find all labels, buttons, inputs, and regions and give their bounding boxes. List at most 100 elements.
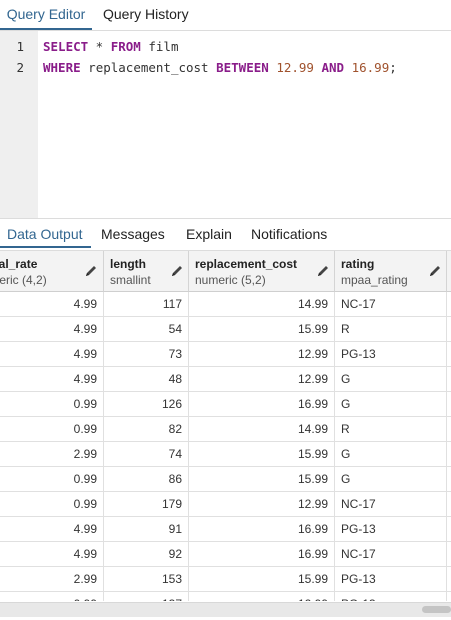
cell-replacement-cost[interactable]: 15.99: [189, 467, 335, 492]
cell-rental-rate[interactable]: 4.99: [0, 317, 104, 342]
cell-rental-rate[interactable]: 4.99: [0, 542, 104, 567]
cell-next[interactable]: [447, 517, 451, 542]
cell-rental-rate[interactable]: 4.99: [0, 367, 104, 392]
cell-rental-rate[interactable]: 4.99: [0, 517, 104, 542]
cell-next[interactable]: [447, 317, 451, 342]
table-row[interactable]: 2.99 74 15.99 G: [0, 442, 451, 467]
table-row[interactable]: 0.99 179 12.99 NC-17: [0, 492, 451, 517]
cell-rating[interactable]: G: [335, 442, 447, 467]
table-row[interactable]: 4.99 73 12.99 PG-13: [0, 342, 451, 367]
pencil-icon[interactable]: [84, 264, 98, 278]
pencil-icon[interactable]: [428, 264, 442, 278]
cell-next[interactable]: [447, 342, 451, 367]
cell-rating[interactable]: PG-13: [335, 342, 447, 367]
cell-length[interactable]: 137: [104, 592, 189, 601]
cell-length[interactable]: 92: [104, 542, 189, 567]
tab-messages[interactable]: Messages: [101, 226, 165, 242]
table-row[interactable]: 4.99 91 16.99 PG-13: [0, 517, 451, 542]
cell-rating[interactable]: R: [335, 317, 447, 342]
cell-rating[interactable]: NC-17: [335, 492, 447, 517]
cell-length[interactable]: 73: [104, 342, 189, 367]
table-row[interactable]: 4.99 92 16.99 NC-17: [0, 542, 451, 567]
cell-rental-rate[interactable]: 0.99: [0, 467, 104, 492]
cell-rental-rate[interactable]: 0.99: [0, 592, 104, 601]
cell-rental-rate[interactable]: 4.99: [0, 292, 104, 317]
cell-rating[interactable]: NC-17: [335, 292, 447, 317]
tab-explain[interactable]: Explain: [186, 226, 232, 242]
table-row[interactable]: 4.99 117 14.99 NC-17: [0, 292, 451, 317]
cell-next[interactable]: [447, 467, 451, 492]
cell-rating[interactable]: PG-13: [335, 592, 447, 601]
cell-replacement-cost[interactable]: 12.99: [189, 367, 335, 392]
cell-length[interactable]: 86: [104, 467, 189, 492]
cell-next[interactable]: [447, 367, 451, 392]
cell-rating[interactable]: G: [335, 467, 447, 492]
code-line-1[interactable]: SELECT * FROM film: [43, 39, 178, 54]
cell-rating[interactable]: G: [335, 392, 447, 417]
cell-rating[interactable]: PG-13: [335, 567, 447, 592]
cell-next[interactable]: [447, 442, 451, 467]
table-row[interactable]: 0.99 86 15.99 G: [0, 467, 451, 492]
cell-length[interactable]: 82: [104, 417, 189, 442]
tab-notifications[interactable]: Notifications: [251, 226, 328, 242]
cell-length[interactable]: 74: [104, 442, 189, 467]
cell-replacement-cost[interactable]: 16.99: [189, 542, 335, 567]
table-row[interactable]: 4.99 54 15.99 R: [0, 317, 451, 342]
table-row[interactable]: 0.99 82 14.99 R: [0, 417, 451, 442]
cell-replacement-cost[interactable]: 16.99: [189, 392, 335, 417]
cell-replacement-cost[interactable]: 15.99: [189, 567, 335, 592]
cell-rental-rate[interactable]: 2.99: [0, 442, 104, 467]
cell-rental-rate[interactable]: 2.99: [0, 567, 104, 592]
cell-next[interactable]: [447, 592, 451, 601]
cell-rental-rate[interactable]: 0.99: [0, 392, 104, 417]
cell-rental-rate[interactable]: 0.99: [0, 492, 104, 517]
code-text: [314, 60, 322, 75]
cell-length[interactable]: 126: [104, 392, 189, 417]
cell-next[interactable]: [447, 392, 451, 417]
cell-rental-rate[interactable]: 0.99: [0, 417, 104, 442]
code-line-2[interactable]: WHERE replacement_cost BETWEEN 12.99 AND…: [43, 60, 397, 75]
cell-length[interactable]: 117: [104, 292, 189, 317]
cell-next[interactable]: [447, 542, 451, 567]
cell-replacement-cost[interactable]: 16.99: [189, 517, 335, 542]
cell-replacement-cost[interactable]: 14.99: [189, 417, 335, 442]
cell-rental-rate[interactable]: 4.99: [0, 342, 104, 367]
cell-rating[interactable]: PG-13: [335, 517, 447, 542]
cell-next[interactable]: [447, 492, 451, 517]
horizontal-scrollbar[interactable]: [0, 602, 451, 617]
cell-next[interactable]: [447, 417, 451, 442]
cell-replacement-cost[interactable]: 14.99: [189, 292, 335, 317]
cell-replacement-cost[interactable]: 12.99: [189, 492, 335, 517]
cell-replacement-cost[interactable]: 12.99: [189, 592, 335, 601]
table-row[interactable]: 2.99 153 15.99 PG-13: [0, 567, 451, 592]
column-name: replacement_cost: [195, 257, 298, 271]
tab-query-history[interactable]: Query History: [103, 6, 189, 22]
cell-replacement-cost[interactable]: 12.99: [189, 342, 335, 367]
tab-query-editor[interactable]: Query Editor: [0, 0, 92, 30]
cell-next[interactable]: [447, 292, 451, 317]
cell-next[interactable]: [447, 567, 451, 592]
scrollbar-thumb[interactable]: [422, 606, 451, 613]
cell-rating[interactable]: NC-17: [335, 542, 447, 567]
table-row[interactable]: 0.99 126 16.99 G: [0, 392, 451, 417]
cell-length[interactable]: 153: [104, 567, 189, 592]
cell-rating[interactable]: R: [335, 417, 447, 442]
cell-rating[interactable]: G: [335, 367, 447, 392]
column-header-replacement-cost[interactable]: replacement_cost numeric (5,2): [189, 251, 335, 292]
pencil-icon[interactable]: [316, 264, 330, 278]
cell-replacement-cost[interactable]: 15.99: [189, 317, 335, 342]
sql-editor[interactable]: 1 2 SELECT * FROM film WHERE replacement…: [0, 31, 451, 218]
cell-length[interactable]: 48: [104, 367, 189, 392]
column-header-rental-rate[interactable]: rental_rate numeric (4,2): [0, 251, 104, 292]
table-row[interactable]: 4.99 48 12.99 G: [0, 367, 451, 392]
column-header-length[interactable]: length smallint: [104, 251, 189, 292]
cell-length[interactable]: 179: [104, 492, 189, 517]
pencil-icon[interactable]: [170, 264, 184, 278]
sql-keyword: BETWEEN: [216, 60, 269, 75]
tab-data-output[interactable]: Data Output: [0, 220, 91, 248]
cell-length[interactable]: 54: [104, 317, 189, 342]
cell-length[interactable]: 91: [104, 517, 189, 542]
cell-replacement-cost[interactable]: 15.99: [189, 442, 335, 467]
column-header-rating[interactable]: rating mpaa_rating: [335, 251, 447, 292]
